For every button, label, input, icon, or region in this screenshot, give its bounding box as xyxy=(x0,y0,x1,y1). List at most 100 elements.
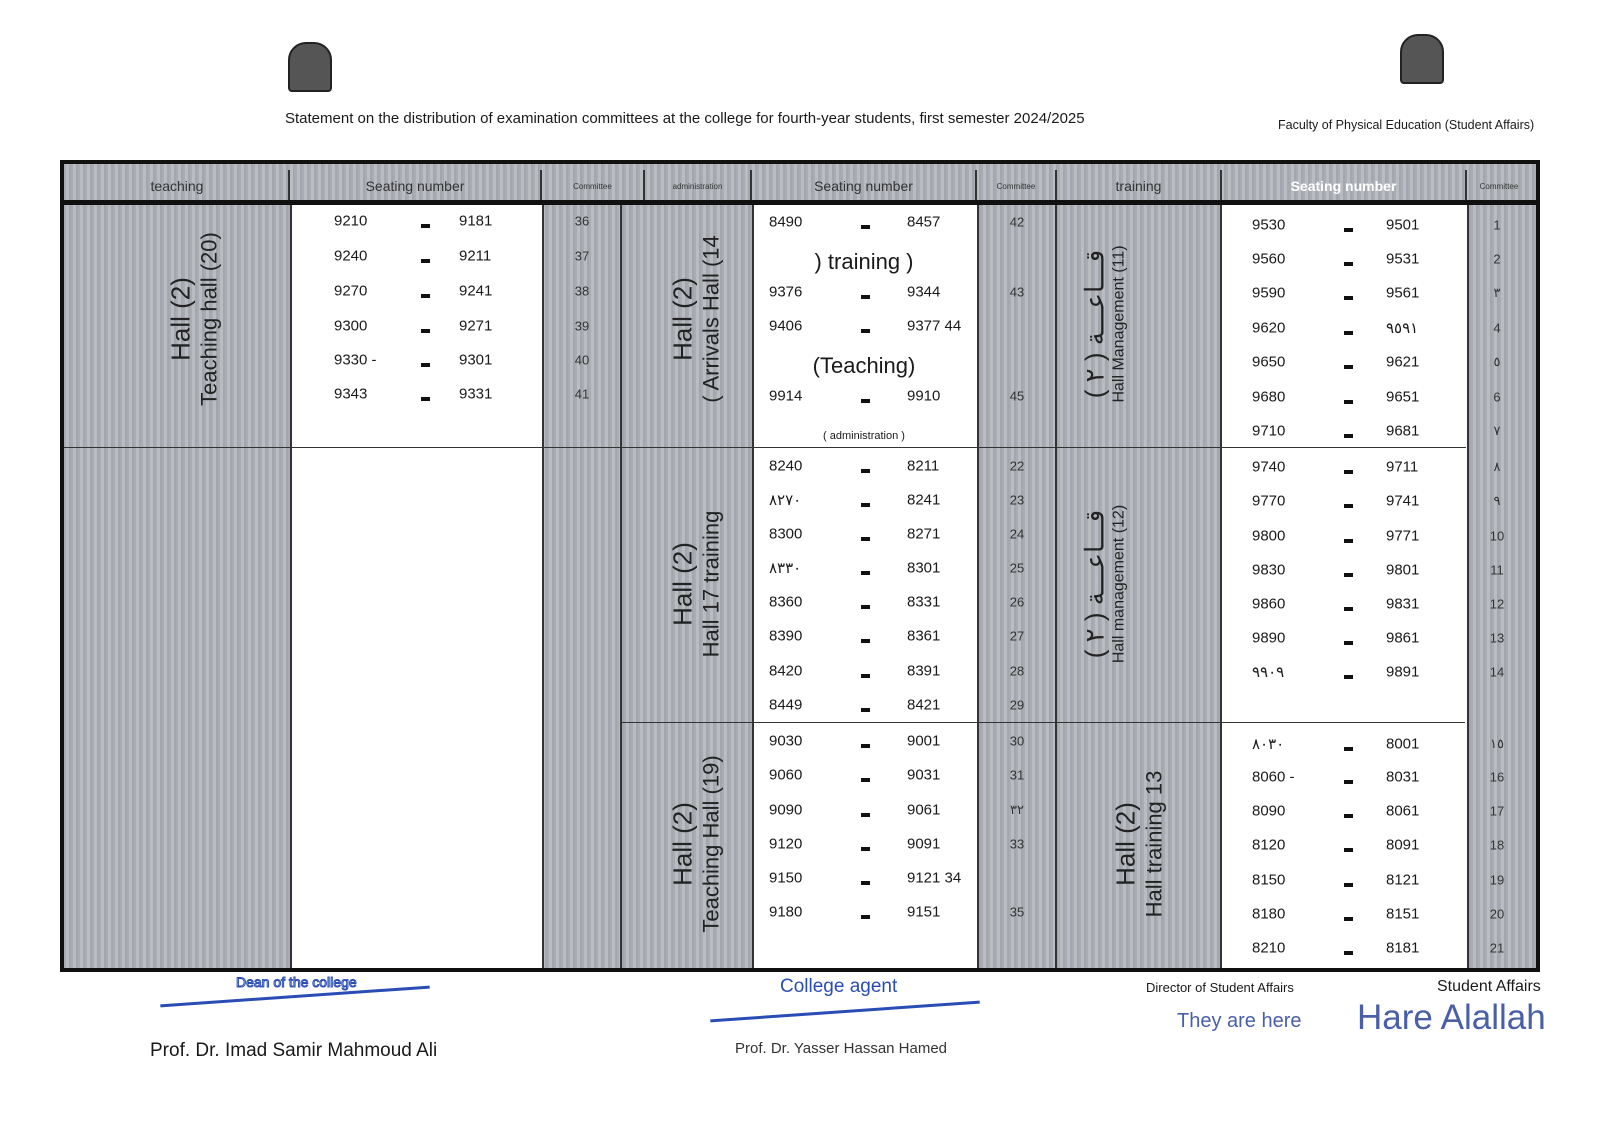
seat-to: 8091 xyxy=(1386,836,1420,854)
range-dash xyxy=(421,397,430,401)
committee-number: 2 xyxy=(1493,251,1501,267)
committee-number: 17 xyxy=(1489,803,1505,819)
header-seating-3: Seating number xyxy=(1222,170,1467,202)
seat-to: 8121 xyxy=(1386,871,1420,889)
range-dash xyxy=(861,708,870,712)
range-dash xyxy=(1344,365,1353,369)
committee-number: ٥ xyxy=(1493,354,1501,369)
committee-number: 28 xyxy=(1009,663,1025,679)
dean-name: Prof. Dr. Imad Samir Mahmoud Ali xyxy=(150,1040,438,1061)
committee-number: 14 xyxy=(1489,664,1505,680)
seat-from: 9330 - xyxy=(334,351,377,369)
note-teaching: (Teaching) xyxy=(812,353,916,378)
seat-from: 8449 xyxy=(769,696,803,714)
range-dash xyxy=(861,744,870,748)
seat-to: 9910 xyxy=(907,387,941,405)
seat-to: 9001 xyxy=(907,732,941,750)
committee-number: 31 xyxy=(1009,767,1025,783)
range-dash xyxy=(1344,747,1353,751)
agent-label: College agent xyxy=(780,976,898,997)
hall-label-teaching-20: Hall (2) Teaching hall (20) xyxy=(165,232,222,406)
seat-from: ٨٣٣٠ xyxy=(769,560,802,577)
seat-to: 9211 xyxy=(459,247,492,265)
seat-to: 9121 34 xyxy=(907,869,962,887)
faculty-logo xyxy=(1400,34,1444,84)
committee-number: 35 xyxy=(1009,904,1025,920)
committee-number: 27 xyxy=(1009,628,1025,644)
seat-to: 9031 xyxy=(907,766,941,784)
seat-from: 9150 xyxy=(769,869,803,887)
agent-signature xyxy=(710,1000,980,1023)
seat-to: 8331 xyxy=(907,593,941,611)
university-logo xyxy=(288,42,332,92)
range-dash xyxy=(1344,434,1353,438)
range-dash xyxy=(1344,814,1353,818)
header-seating-2: Seating number xyxy=(752,170,977,202)
seat-from: 8060 - xyxy=(1252,768,1295,786)
seat-to: 9801 xyxy=(1386,561,1420,579)
range-dash xyxy=(1344,573,1353,577)
committee-number: 36 xyxy=(574,213,590,229)
seat-to: 9831 xyxy=(1386,595,1420,613)
range-dash xyxy=(1344,504,1353,508)
range-dash xyxy=(861,571,870,575)
range-dash xyxy=(1344,539,1353,543)
seat-to: 9331 xyxy=(459,385,493,403)
seat-from: 9590 xyxy=(1252,284,1286,302)
seat-to: 8301 xyxy=(907,559,941,577)
seat-from: ٨٠٣٠ xyxy=(1252,736,1285,753)
committee-number: 30 xyxy=(1009,733,1025,749)
range-dash xyxy=(1344,780,1353,784)
seat-to: 9091 xyxy=(907,835,941,853)
range-dash xyxy=(1344,470,1353,474)
range-dash xyxy=(1344,296,1353,300)
seat-from: 9560 xyxy=(1252,250,1286,268)
range-dash xyxy=(861,915,870,919)
seat-from: 9376 xyxy=(769,283,803,301)
range-dash xyxy=(861,847,870,851)
range-dash xyxy=(1344,848,1353,852)
committee-number: 25 xyxy=(1009,560,1025,576)
affairs-name: Hare Alallah xyxy=(1357,998,1546,1037)
seat-to: ٩٥٩١ xyxy=(1386,320,1419,337)
director-label: Director of Student Affairs xyxy=(1146,980,1294,995)
seat-from: 9030 xyxy=(769,732,803,750)
range-dash xyxy=(861,399,870,403)
committee-number: 45 xyxy=(1009,388,1025,404)
seat-to: 8271 xyxy=(907,525,941,543)
seat-to: 9241 xyxy=(459,282,493,300)
seat-to: 8361 xyxy=(907,627,941,645)
committee-number: 29 xyxy=(1009,697,1025,713)
document-title: Statement on the distribution of examina… xyxy=(285,110,1085,127)
seat-from: 9120 xyxy=(769,835,803,853)
seat-to: 8391 xyxy=(907,662,941,680)
range-dash xyxy=(421,363,430,367)
range-dash xyxy=(861,813,870,817)
committee-number: 41 xyxy=(574,386,590,402)
seat-to: 9891 xyxy=(1386,663,1420,681)
range-dash xyxy=(861,503,870,507)
committee-number: 4 xyxy=(1493,320,1501,336)
range-dash xyxy=(1344,262,1353,266)
seat-from: 9650 xyxy=(1252,353,1286,371)
seat-to: 8457 xyxy=(907,213,941,231)
range-dash xyxy=(421,329,430,333)
range-dash xyxy=(1344,228,1353,232)
hall-label-arrivals-14: Hall (2)( Arrivals Hall (14 xyxy=(667,235,724,403)
range-dash xyxy=(1344,951,1353,955)
committee-number: 19 xyxy=(1489,872,1505,888)
range-dash xyxy=(1344,675,1353,679)
committee-number: 18 xyxy=(1489,837,1505,853)
committee-number: 38 xyxy=(574,283,590,299)
seat-from: 9680 xyxy=(1252,388,1286,406)
seat-to: 9151 xyxy=(907,903,941,921)
header-training: training xyxy=(1057,170,1222,202)
range-dash xyxy=(1344,641,1353,645)
committee-number: ٣ xyxy=(1493,285,1501,300)
committee-number: 10 xyxy=(1489,528,1505,544)
seat-from: 8300 xyxy=(769,525,803,543)
range-dash xyxy=(1344,607,1353,611)
header-teaching: teaching xyxy=(66,170,290,202)
committee-number: ٧ xyxy=(1493,423,1501,438)
seat-to: 8211 xyxy=(907,457,940,475)
